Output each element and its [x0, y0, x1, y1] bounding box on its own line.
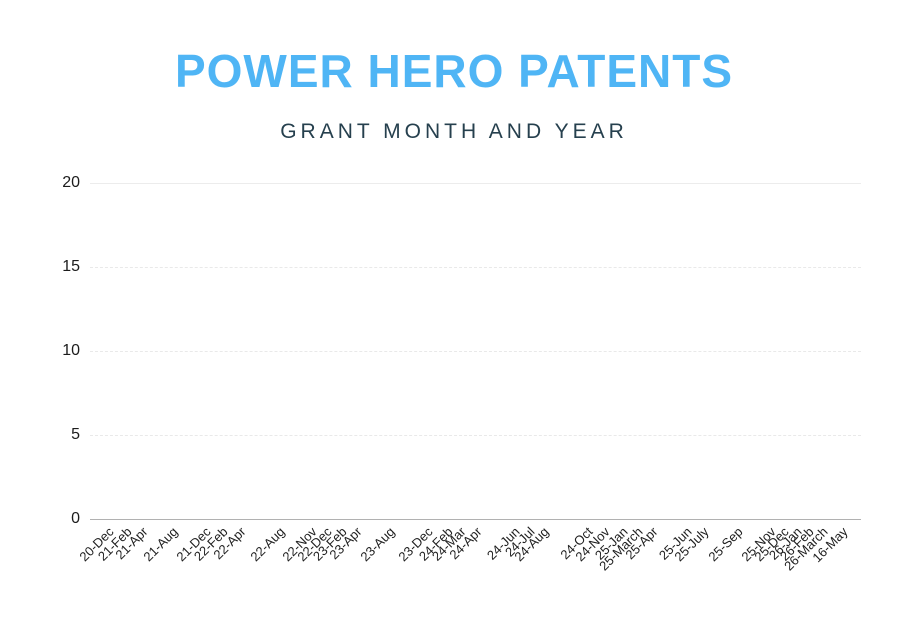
- y-tick-label: 10: [62, 342, 80, 359]
- x-tick-label: 22-Aug: [247, 524, 288, 565]
- x-tick-label: 23-Aug: [357, 524, 398, 565]
- y-tick-label: 15: [62, 258, 80, 275]
- y-tick-label: 20: [62, 174, 80, 191]
- y-tick-label: 5: [71, 426, 80, 443]
- gridline: [90, 351, 861, 352]
- plot-area: 0 5 10 15 20 20-Dec 21-Feb 21-Apr 21-Aug 21-Dec 22…: [62, 174, 861, 573]
- gridline: [90, 519, 861, 520]
- gridline: [90, 183, 861, 184]
- x-tick-label: 25-Sep: [705, 524, 746, 565]
- gridline: [90, 435, 861, 436]
- gridline: [90, 267, 861, 268]
- chart-subtitle: GRANT MONTH AND YEAR: [280, 120, 628, 143]
- chart-title: POWER HERO PATENTS: [174, 45, 734, 97]
- y-tick-label: 0: [71, 510, 80, 527]
